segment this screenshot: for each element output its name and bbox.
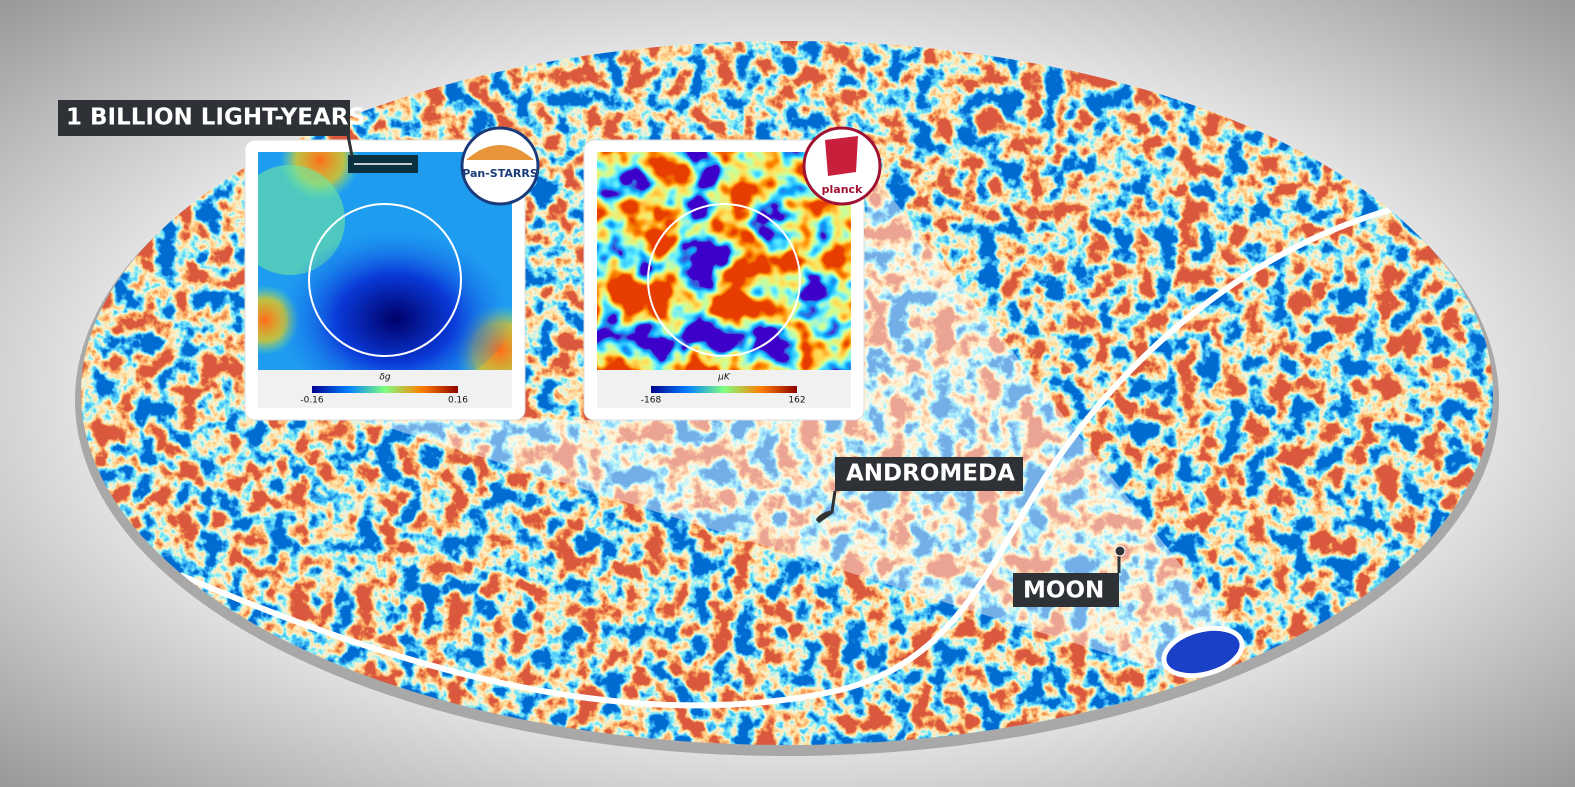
colorbar	[312, 386, 458, 393]
colorbar-label: δg	[379, 373, 391, 383]
colorbar-min: -0.16	[300, 396, 324, 406]
colorbar	[651, 386, 797, 393]
logo-badge	[460, 126, 540, 206]
inset-texture	[597, 152, 851, 370]
logo-art	[466, 145, 534, 160]
moon-label: MOON	[1023, 578, 1104, 604]
logo-text: Pan-STARRS	[462, 167, 538, 180]
logo-art	[825, 136, 858, 176]
cold-spot-ring	[1161, 625, 1245, 679]
ecliptic-line	[178, 207, 1391, 709]
colorbar-label: μK	[717, 373, 731, 383]
void-blob	[260, 195, 512, 370]
scale-label: 1 BILLION LIGHT-YEARS	[66, 105, 365, 131]
label-box	[835, 457, 1023, 491]
label-pointer	[346, 134, 354, 157]
andromeda-marker	[816, 510, 832, 522]
colorbar-min: -168	[641, 396, 662, 406]
logo-text: planck	[822, 183, 863, 196]
label-box	[58, 100, 350, 136]
void-circle	[308, 203, 462, 357]
label-box	[1013, 573, 1119, 607]
colorbar-max: 162	[788, 396, 805, 406]
colorbar-max: 0.16	[448, 396, 468, 406]
andromeda-label: ANDROMEDA	[846, 461, 1015, 487]
void-circle	[647, 203, 801, 357]
moon-marker	[1114, 545, 1126, 557]
inset-map	[597, 152, 851, 370]
